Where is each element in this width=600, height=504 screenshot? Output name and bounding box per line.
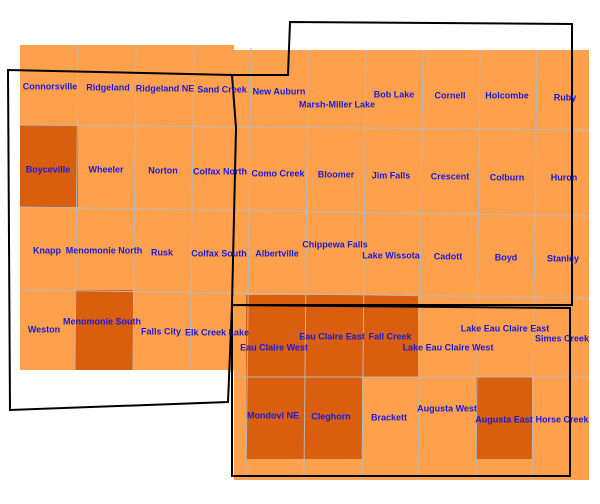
quad-label-lake-eau-claire-west: Lake Eau Claire West xyxy=(402,342,494,353)
quad-label-simes-creek: Simes Creek xyxy=(534,333,590,344)
quad-label-sand-creek: Sand Creek xyxy=(197,84,247,95)
quad-label-lake-eau-claire-east: Lake Eau Claire East xyxy=(460,323,550,334)
quad-label-jim-falls: Jim Falls xyxy=(371,170,411,181)
quad-label-eau-claire-west: Eau Claire West xyxy=(240,342,308,353)
quad-label-ruby: Ruby xyxy=(553,92,577,103)
fall-creek-highlight xyxy=(362,295,418,377)
quad-label-augusta-west: Augusta West xyxy=(417,403,477,414)
quad-label-eau-claire-east: Eau Claire East xyxy=(299,331,365,342)
quad-label-knapp: Knapp xyxy=(33,245,61,256)
quad-label-bloomer: Bloomer xyxy=(317,169,355,180)
quad-label-ridgeland-ne: Ridgeland NE xyxy=(135,83,195,94)
quad-label-ridgeland: Ridgeland xyxy=(86,82,130,93)
quad-label-cornell: Cornell xyxy=(434,90,466,101)
quad-label-norton: Norton xyxy=(148,165,178,176)
quad-label-menomonie-north: Menomonie North xyxy=(65,245,143,256)
quad-label-augusta-east: Augusta East xyxy=(475,414,533,425)
quad-label-bob-lake: Bob Lake xyxy=(373,89,415,100)
quad-label-marsh-miller-lake: Marsh-Miller Lake xyxy=(298,99,376,110)
cleghorn-highlight xyxy=(304,377,362,459)
quad-label-colburn: Colburn xyxy=(489,172,525,183)
quad-label-new-auburn: New Auburn xyxy=(252,86,306,97)
quad-label-chippewa-falls: Chippewa Falls xyxy=(302,239,368,250)
quad-grid xyxy=(19,44,590,481)
quad-label-huron: Huron xyxy=(550,172,578,183)
quad-label-stanley: Stanley xyxy=(546,253,580,264)
quad-label-rusk: Rusk xyxy=(150,247,174,258)
quad-label-como-creek: Como Creek xyxy=(251,168,305,179)
mondovi-ne-highlight xyxy=(246,377,304,459)
quad-label-colfax-north: Colfax North xyxy=(193,166,247,177)
south-county-boundary xyxy=(231,304,571,477)
county-boundaries xyxy=(6,20,573,477)
quad-label-mondovi-ne: Mondovi NE xyxy=(247,410,299,421)
augusta-east-highlight xyxy=(476,377,532,459)
menomonie-south-highlight xyxy=(75,290,133,370)
quad-label-weston: Weston xyxy=(27,324,61,335)
boyceville-highlight xyxy=(20,125,78,207)
quad-label-elk-creek-lake: Elk Creek Lake xyxy=(184,327,250,338)
quad-label-connorsville: Connorsville xyxy=(22,81,78,92)
quad-label-boyd: Boyd xyxy=(494,252,518,263)
quad-label-boyceville: Boyceville xyxy=(25,164,71,175)
quad-label-colfax-south: Colfax South xyxy=(191,248,247,259)
quad-label-albertville: Albertville xyxy=(255,248,299,259)
quad-label-menomonie-south: Menomonie South xyxy=(63,316,141,327)
highlighted-quads xyxy=(20,125,532,459)
quad-label-cleghorn: Cleghorn xyxy=(311,411,351,422)
quad-label-brackett: Brackett xyxy=(370,412,408,423)
quad-label-holcombe: Holcombe xyxy=(485,90,529,101)
quad-label-horse-creek: Horse Creek xyxy=(535,414,589,425)
quad-label-falls-city: Falls City xyxy=(140,326,182,337)
eau-claire-west-highlight xyxy=(246,295,304,377)
quad-label-crescent: Crescent xyxy=(430,171,470,182)
north-county-boundary xyxy=(232,20,573,306)
quad-label-lake-wissota: Lake Wissota xyxy=(362,250,420,261)
eau-claire-east-highlight xyxy=(304,295,362,377)
quad-label-wheeler: Wheeler xyxy=(88,164,124,175)
quad-label-fall-creek: Fall Creek xyxy=(368,331,412,342)
quad-label-cadott: Cadott xyxy=(433,251,463,262)
